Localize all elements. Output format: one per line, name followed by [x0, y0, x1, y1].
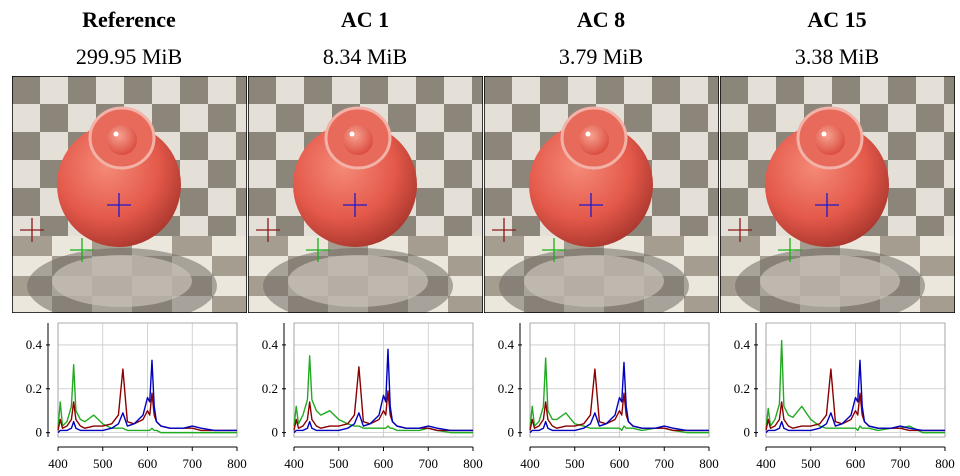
- series-line: [293, 348, 473, 434]
- x-tick-label: 800: [227, 456, 247, 471]
- plot-frame: [57, 322, 238, 438]
- x-tick-label: 800: [699, 456, 719, 471]
- x-tick-label: 700: [183, 456, 203, 471]
- x-tick-label: 700: [655, 456, 675, 471]
- y-tick-label: 0: [508, 425, 515, 440]
- x-tick-label: 400: [284, 456, 304, 471]
- x-tick-label: 700: [891, 456, 911, 471]
- x-tick-label: 400: [48, 456, 68, 471]
- x-tick-label: 500: [565, 456, 585, 471]
- y-tick-label: 0.4: [498, 337, 515, 352]
- panel-title: AC 15: [807, 7, 866, 32]
- series-line: [57, 363, 237, 434]
- x-tick-label: 500: [329, 456, 349, 471]
- series-line: [293, 355, 473, 434]
- x-tick-label: 800: [935, 456, 955, 471]
- y-tick-label: 0.4: [734, 337, 751, 352]
- x-tick-label: 400: [756, 456, 776, 471]
- panel-title: AC 1: [341, 7, 389, 32]
- series-line: [529, 361, 709, 434]
- panel-title: Reference: [82, 7, 176, 32]
- x-tick-label: 400: [520, 456, 540, 471]
- panel-size: 8.34 MiB: [323, 44, 407, 69]
- series-line: [765, 359, 945, 434]
- x-tick-label: 500: [93, 456, 113, 471]
- y-tick-label: 0.4: [26, 337, 43, 352]
- panel-size: 299.95 MiB: [76, 44, 182, 69]
- y-tick-label: 0: [744, 425, 751, 440]
- y-tick-label: 0: [272, 425, 279, 440]
- render: [12, 76, 247, 324]
- y-tick-label: 0.2: [498, 381, 514, 396]
- render: [720, 76, 955, 324]
- y-tick-label: 0.4: [262, 337, 279, 352]
- panel-size: 3.79 MiB: [559, 44, 643, 69]
- y-tick-label: 0.2: [734, 381, 750, 396]
- x-tick-label: 600: [610, 456, 630, 471]
- series-line: [57, 359, 237, 434]
- plot-frame: [529, 322, 710, 438]
- plot-frame: [765, 322, 946, 438]
- panel-size: 3.38 MiB: [795, 44, 879, 69]
- images: [12, 76, 955, 324]
- y-tick-label: 0.2: [262, 381, 278, 396]
- render: [248, 76, 483, 324]
- x-tick-label: 800: [463, 456, 483, 471]
- y-tick-label: 0.2: [26, 381, 42, 396]
- y-tick-label: 0: [36, 425, 43, 440]
- series-line: [529, 357, 709, 434]
- x-tick-label: 600: [846, 456, 866, 471]
- x-tick-label: 600: [138, 456, 158, 471]
- x-tick-label: 500: [801, 456, 821, 471]
- x-tick-label: 700: [419, 456, 439, 471]
- plot-frame: [293, 322, 474, 438]
- x-tick-label: 600: [374, 456, 394, 471]
- render: [484, 76, 719, 324]
- panel-title: AC 8: [577, 7, 625, 32]
- series-line: [765, 339, 945, 434]
